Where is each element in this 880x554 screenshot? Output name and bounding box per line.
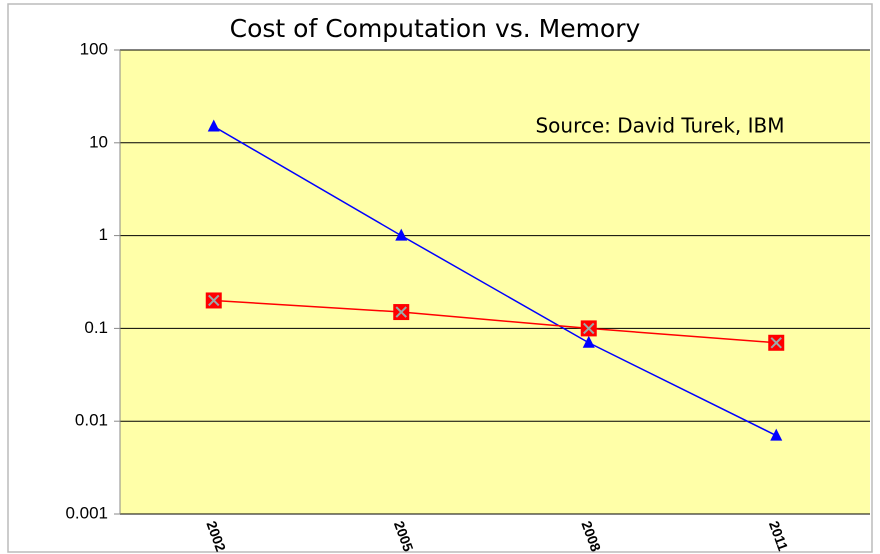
marker-x	[208, 294, 220, 307]
chart-title: Cost of Computation vs. Memory	[230, 14, 641, 43]
marker	[768, 334, 785, 351]
marker	[580, 320, 597, 337]
y-tick-label: 0.1	[84, 318, 108, 337]
y-tick-label: 10	[89, 132, 108, 151]
marker	[395, 228, 408, 241]
y-tick-label: 0.001	[65, 503, 108, 522]
series-line	[213, 299, 777, 344]
marker-x	[395, 306, 407, 318]
x-tick-label: 2002	[203, 519, 229, 554]
y-tick-label: 0.01	[75, 411, 108, 430]
plot-area	[120, 50, 870, 514]
marker-x	[583, 322, 595, 335]
y-tick-label: 100	[80, 39, 108, 58]
marker	[393, 304, 410, 321]
marker	[205, 292, 222, 309]
frame	[7, 3, 873, 553]
x-tick-label: 2005	[391, 519, 417, 554]
y-tick-label: 1	[99, 225, 108, 244]
annotation: Source: David Turek, IBM	[535, 114, 784, 138]
marker	[770, 428, 783, 441]
marker-x	[770, 337, 782, 349]
series-line	[213, 125, 777, 437]
marker	[582, 335, 595, 348]
x-tick-label: 2008	[578, 519, 604, 554]
x-tick-label: 2011	[766, 519, 791, 553]
marker	[207, 119, 220, 132]
